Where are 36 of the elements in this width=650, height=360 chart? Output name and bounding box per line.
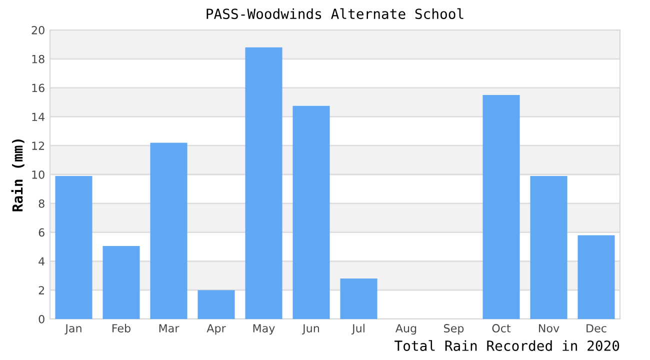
bar xyxy=(482,95,520,319)
y-tick-label: 16 xyxy=(32,84,44,92)
x-tick-label: Dec xyxy=(586,324,606,332)
bar xyxy=(150,142,188,319)
y-axis-title: Rain (mm) xyxy=(11,139,24,212)
bar xyxy=(340,278,378,319)
x-tick-label: Mar xyxy=(159,324,180,332)
y-tick-label: 12 xyxy=(32,142,44,150)
y-tick-label: 4 xyxy=(38,257,45,266)
x-tick-label: Feb xyxy=(112,324,130,332)
bar xyxy=(102,246,140,319)
x-tick-label: Apr xyxy=(206,324,226,335)
bar xyxy=(292,106,330,319)
x-tick-label: Jan xyxy=(64,324,82,335)
x-tick-label: Oct xyxy=(492,324,511,332)
bar xyxy=(530,176,568,319)
x-tick-label: Sep xyxy=(444,324,464,335)
bar xyxy=(578,235,615,319)
x-tick-label: Aug xyxy=(395,324,416,335)
y-tick-label: 6 xyxy=(38,228,44,237)
x-axis-title: Total Rain Recorded in 2020 xyxy=(394,340,620,351)
y-tick-label: 10 xyxy=(32,170,44,179)
x-tick-label: Jun xyxy=(302,324,319,335)
x-tick-label: Jul xyxy=(351,324,364,335)
y-tick-label: 2 xyxy=(38,286,44,294)
y-tick-label: 8 xyxy=(38,199,44,208)
x-tick-label: Nov xyxy=(538,324,560,332)
bar xyxy=(245,47,282,319)
y-tick-label: 20 xyxy=(32,26,44,34)
y-tick-label: 18 xyxy=(32,54,44,64)
bar xyxy=(55,176,92,319)
y-tick-label: 14 xyxy=(32,112,45,121)
chart-title: PASS-Woodwinds Alternate School xyxy=(206,8,464,20)
x-tick-label: May xyxy=(253,324,275,335)
y-tick-label: 0 xyxy=(38,314,44,324)
bar xyxy=(198,290,235,319)
